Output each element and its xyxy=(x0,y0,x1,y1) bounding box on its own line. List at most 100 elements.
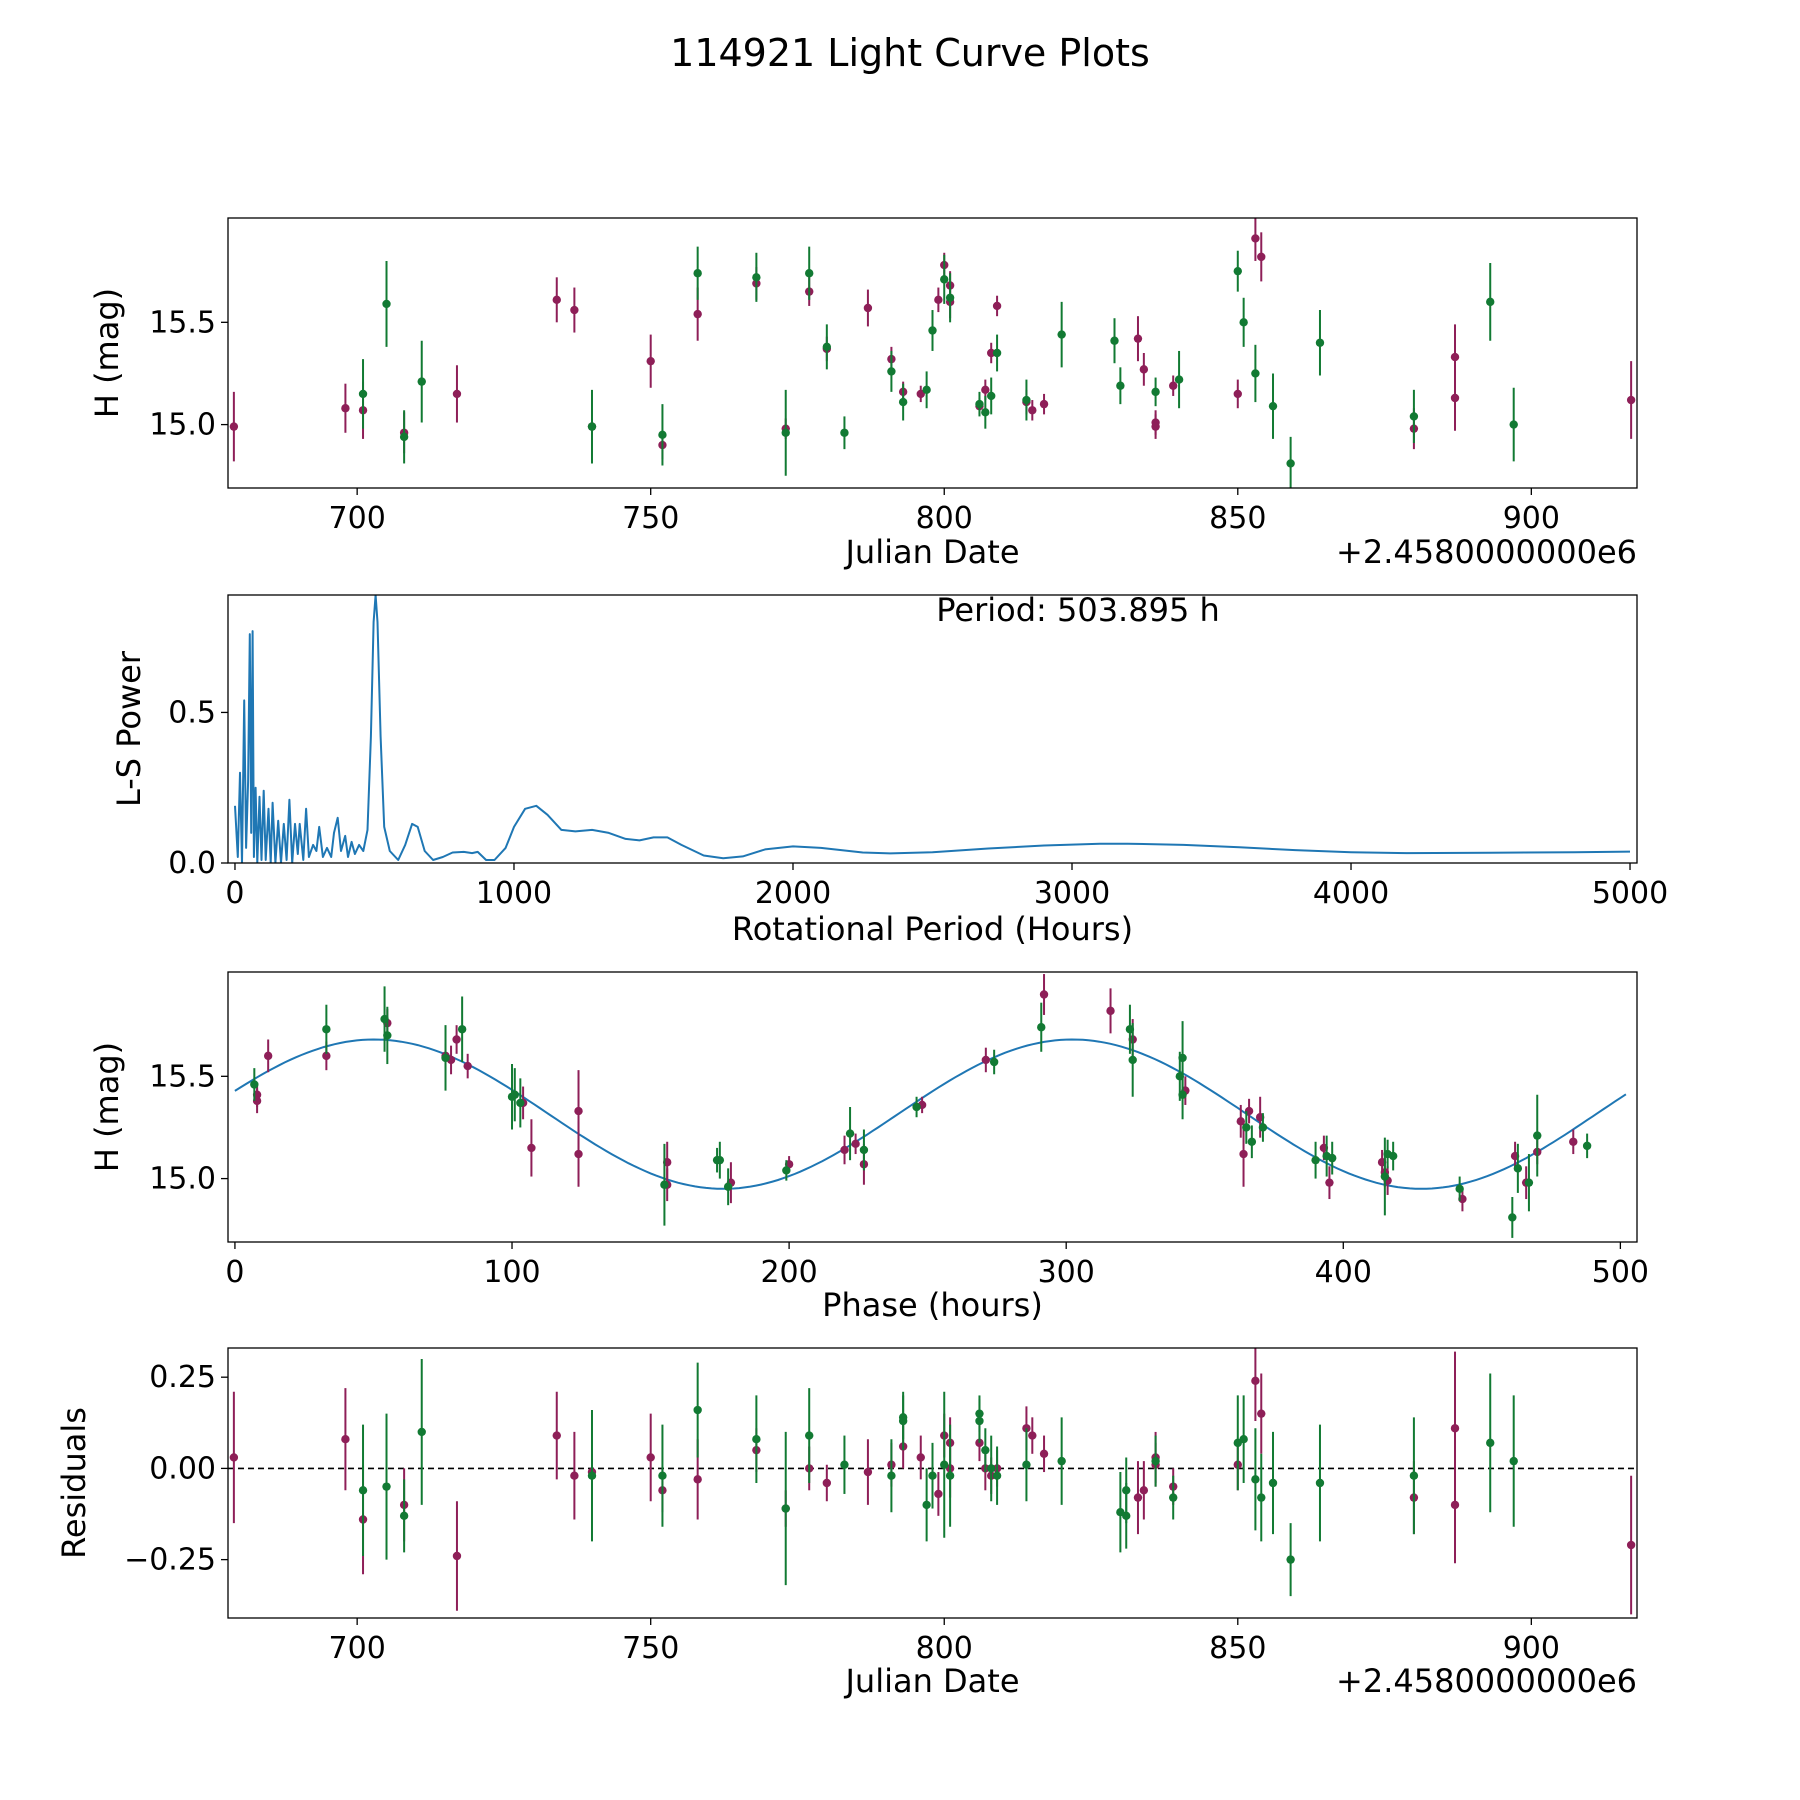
lightcurve-point-band_a xyxy=(646,356,655,366)
lightcurve-point-band_b xyxy=(781,428,790,437)
lightcurve-point-band_a xyxy=(1151,422,1160,431)
residuals-point-band_b xyxy=(417,1427,426,1437)
phased-point-band_b xyxy=(859,1145,869,1155)
periodogram-xlabel: Rotational Period (Hours) xyxy=(732,910,1133,948)
lightcurve-point-band_b xyxy=(992,348,1002,358)
phased-point-band_a xyxy=(1325,1178,1334,1187)
phased-point-band_b xyxy=(845,1129,855,1138)
lightcurve-point-band_b xyxy=(1268,401,1278,411)
phased-plot-area xyxy=(234,974,1627,1238)
residuals-point-band_b xyxy=(945,1471,955,1480)
residuals-point-band_b xyxy=(887,1471,896,1480)
residuals-point-band_b xyxy=(1151,1456,1160,1466)
lightcurve-point-band_a xyxy=(1626,395,1636,405)
periodogram-frame xyxy=(227,594,1638,864)
residuals-point-band_b xyxy=(928,1471,937,1480)
residuals-point-band_a xyxy=(1251,1376,1260,1386)
periodogram-xtick-label: 3000 xyxy=(1034,876,1110,911)
lightcurve-point-band_b xyxy=(1151,387,1160,397)
lightcurve-point-band_a xyxy=(1257,252,1266,262)
residuals-point-band_b xyxy=(1057,1456,1066,1466)
phased-xtick-label: 0 xyxy=(225,1255,244,1290)
lightcurve-point-band_b xyxy=(1409,412,1419,421)
lightcurve-ytick-label: 15.0 xyxy=(149,408,216,443)
lightcurve-point-band_b xyxy=(399,432,409,442)
phased-point-band_b xyxy=(1508,1213,1517,1222)
phased-point-band_b xyxy=(1242,1123,1251,1132)
residuals-frame xyxy=(227,1347,1638,1619)
lightcurve-ytick-label: 15.5 xyxy=(149,305,216,340)
phased-xtick-label: 100 xyxy=(483,1255,540,1290)
phased-point-band_a xyxy=(1239,1149,1248,1159)
lightcurve-point-band_b xyxy=(1509,420,1518,429)
lightcurve-point-band_b xyxy=(840,428,849,437)
residuals-point-band_b xyxy=(898,1413,908,1422)
phased-point-band_b xyxy=(1258,1123,1268,1132)
residuals-offset-label: +2.4580000000e6 xyxy=(1336,1662,1637,1700)
residuals-point-band_b xyxy=(975,1416,984,1426)
lightcurve-point-band_a xyxy=(1139,365,1149,374)
residuals-point-band_a xyxy=(934,1489,943,1499)
residuals-point-band_a xyxy=(822,1478,832,1488)
lightcurve-point-band_b xyxy=(1233,266,1242,276)
lightcurve-xtick-label: 900 xyxy=(1503,501,1560,536)
lightcurve-point-band_a xyxy=(1251,234,1260,243)
lightcurve-xtick-label: 750 xyxy=(622,501,679,536)
residuals-point-band_b xyxy=(1257,1493,1266,1502)
phased-point-band_b xyxy=(441,1053,450,1063)
residuals-point-band_b xyxy=(358,1486,368,1495)
lightcurve-point-band_a xyxy=(1450,352,1460,362)
residuals-point-band_a xyxy=(1257,1409,1266,1418)
lightcurve-point-band_a xyxy=(1233,389,1242,399)
phased-point-band_b xyxy=(1328,1153,1337,1163)
phased-ytick-label: 15.0 xyxy=(149,1162,216,1197)
phased-point-band_a xyxy=(981,1055,991,1065)
phased-point-band_b xyxy=(715,1155,725,1165)
phased-point-band_b xyxy=(383,1031,392,1040)
phased-point-band_a xyxy=(463,1061,472,1071)
phased-model-curve xyxy=(234,1038,1627,1190)
residuals-point-band_a xyxy=(693,1475,702,1484)
residuals-point-band_a xyxy=(1039,1449,1049,1459)
phased-point-band_a xyxy=(851,1139,860,1149)
residuals-point-band_b xyxy=(840,1460,849,1469)
residuals-point-band_a xyxy=(1133,1493,1143,1502)
lightcurve-point-band_b xyxy=(1251,369,1260,378)
lightcurve-point-band_a xyxy=(992,301,1002,311)
phased-point-band_a xyxy=(1106,1006,1115,1016)
phased-point-band_b xyxy=(322,1025,331,1034)
residuals-xtick-label: 800 xyxy=(916,1631,973,1666)
lightcurve-point-band_a xyxy=(934,295,943,305)
residuals-point-band_a xyxy=(1626,1540,1636,1550)
lightcurve-point-band_b xyxy=(1286,459,1295,468)
phased-point-band_b xyxy=(1582,1141,1592,1151)
phased-point-band_b xyxy=(660,1180,669,1189)
lightcurve-point-band_b xyxy=(382,299,391,309)
residuals-point-band_a xyxy=(1450,1500,1460,1510)
residuals-point-band_b xyxy=(399,1511,409,1521)
lightcurve-point-band_b xyxy=(1315,338,1325,347)
phased-point-band_b xyxy=(989,1057,999,1067)
residuals-point-band_a xyxy=(552,1431,561,1440)
residuals-point-band_a xyxy=(646,1453,655,1462)
phased-point-band_b xyxy=(510,1090,519,1099)
phased-point-band_b xyxy=(516,1098,525,1108)
lightcurve-offset-label: +2.4580000000e6 xyxy=(1336,533,1637,571)
residuals-point-band_b xyxy=(781,1504,790,1513)
lightcurve-point-band_a xyxy=(570,305,579,315)
periodogram-line xyxy=(234,595,1631,863)
phased-point-band_b xyxy=(457,1025,467,1034)
residuals-ytick-label: 0.00 xyxy=(149,1451,216,1486)
phased-frame xyxy=(227,971,1638,1243)
residuals-xtick-label: 900 xyxy=(1503,1631,1560,1666)
lightcurve-point-band_b xyxy=(1174,375,1184,384)
periodogram-xtick-label: 0 xyxy=(225,876,244,911)
phased-point-band_b xyxy=(250,1080,259,1089)
phased-xtick-label: 300 xyxy=(1038,1255,1095,1290)
phased-point-band_b xyxy=(912,1102,921,1112)
residuals-chart xyxy=(221,1347,1638,1625)
lightcurve-point-band_b xyxy=(1239,318,1248,327)
residuals-point-band_b xyxy=(752,1435,761,1444)
lightcurve-point-band_b xyxy=(887,367,896,376)
